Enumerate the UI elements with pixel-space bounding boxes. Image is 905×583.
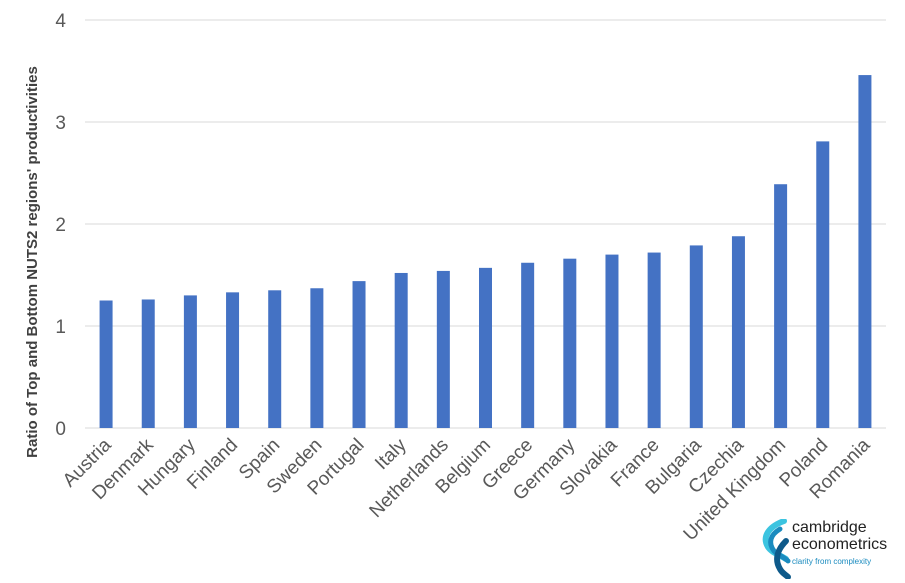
logo-mark-icon [762,519,791,579]
y-tick-label: 4 [55,11,66,32]
bar-czechia [731,236,745,428]
bar-hungary [183,295,197,428]
bar-romania [858,75,872,428]
bar-netherlands [436,270,450,428]
bar-finland [226,292,240,428]
bar-italy [394,272,408,428]
y-tick-label: 3 [55,113,66,134]
bar-slovakia [605,254,619,428]
bar-austria [99,300,113,428]
logo-text-line1: cambridge [792,519,867,536]
logo-tagline: clarity from complexity [792,557,872,566]
bar-poland [816,141,830,428]
bar-belgium [479,267,492,428]
y-tick-label: 0 [55,419,66,440]
bar-spain [268,290,282,428]
gridlines [85,19,886,429]
bar-sweden [310,288,324,428]
logo-text-line2: econometrics [792,536,888,553]
cambridge-econometrics-logo: cambridge econometrics clarity from comp… [758,517,903,581]
bar-greece [521,262,535,428]
y-tick-label: 2 [55,215,66,236]
y-axis-ticks: 0 1 2 3 4 [55,11,66,440]
y-tick-label: 1 [55,317,66,338]
bar-france [647,252,661,428]
bars [99,75,872,428]
bar-united-kingdom [774,184,788,428]
x-axis-ticks: AustriaDenmarkHungaryFinlandSpainSwedenP… [59,434,875,545]
bar-germany [563,258,577,428]
bar-portugal [352,281,366,428]
bar-bulgaria [689,245,703,428]
y-axis-label: Ratio of Top and Bottom NUTS2 regions' p… [24,66,41,458]
bar-denmark [141,299,155,428]
